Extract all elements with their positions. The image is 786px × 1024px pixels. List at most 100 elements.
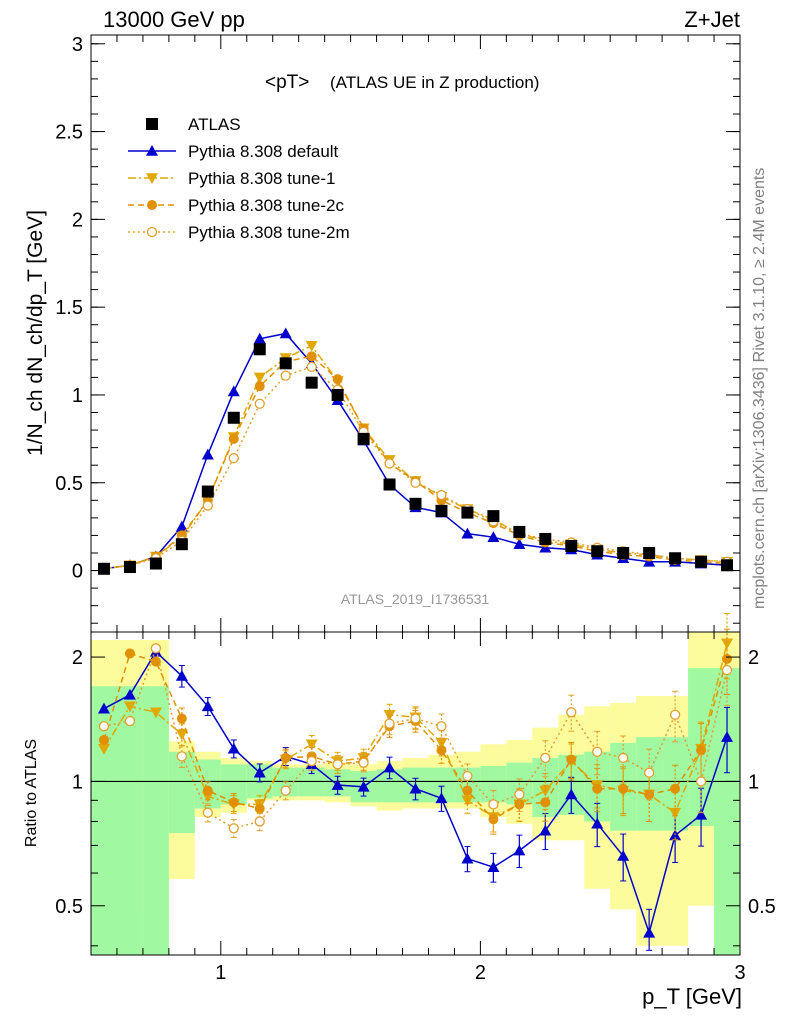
data-point (384, 458, 395, 469)
series-3 (98, 351, 733, 574)
data-point (565, 539, 578, 552)
series-2 (97, 340, 734, 575)
main-y-tick-label: 3 (72, 34, 83, 56)
ratio-y-tick-label: 0.5 (55, 896, 83, 918)
rivet-label: Rivet 3.1.10, ≥ 2.4M events (751, 168, 768, 363)
ratio-point (254, 803, 265, 814)
ratio-point (254, 816, 265, 827)
header-right: Z+Jet (684, 7, 740, 32)
data-point (201, 485, 214, 498)
ratio-point (696, 745, 707, 756)
ratio-ylabel: Ratio to ATLAS (23, 739, 40, 847)
ratio-point (305, 739, 318, 751)
ratio-band-green (116, 686, 143, 955)
ratio-point (124, 648, 135, 659)
ratio-point (358, 757, 369, 768)
ratio-point (487, 861, 500, 872)
ratio-point (98, 734, 109, 745)
ratio-point (618, 783, 629, 794)
data-point (409, 497, 422, 510)
main-ylabel-text: 1/N_ch dN_ch/dp_T [GeV] (24, 210, 47, 456)
ratio-point (124, 715, 136, 727)
data-point (227, 411, 240, 424)
ratio-series-4 (98, 639, 733, 839)
ratio-point (280, 785, 291, 796)
data-point (331, 388, 344, 401)
ratio-series-1 (97, 645, 734, 951)
main-panel: 0 0.5 1 1.5 2 2.5 3 <pT> (ATLAS UE in Z produc… (24, 34, 741, 633)
ratio-point (669, 709, 681, 720)
data-point (305, 340, 318, 352)
data-point (201, 448, 214, 460)
data-point (435, 504, 448, 517)
data-point (357, 432, 370, 445)
data-point (591, 545, 604, 558)
ratio-point (384, 718, 395, 729)
ratio-point (331, 779, 344, 790)
ratio-point (409, 782, 422, 794)
data-point (721, 559, 734, 572)
data-point (253, 343, 266, 356)
ratio-point (721, 731, 734, 742)
x-tick-label: 2 (475, 962, 486, 984)
x-tick-label: 1 (215, 962, 226, 984)
data-point (306, 361, 317, 373)
data-point (539, 532, 552, 545)
ratio-point (436, 745, 447, 756)
ratio-marks (97, 613, 734, 951)
ratio-point (202, 785, 213, 796)
ratio-point (357, 780, 370, 792)
ratio-point (540, 797, 551, 808)
data-point (383, 478, 396, 491)
ratio-y-tick-label-right: 1 (748, 771, 759, 793)
data-point (175, 538, 188, 551)
data-point (175, 520, 188, 532)
data-point (305, 376, 318, 389)
ratio-point (566, 707, 577, 718)
ratio-point (123, 701, 136, 713)
main-y-tick-label: 0 (72, 561, 83, 583)
ratio-point (565, 788, 578, 800)
data-point (461, 506, 474, 519)
ratio-point (566, 754, 577, 765)
main-y-tick-label: 2.5 (55, 122, 83, 144)
ratio-point (435, 792, 448, 804)
main-x-ticks (90, 35, 741, 632)
data-point (227, 385, 240, 397)
legend-marker (146, 118, 158, 130)
ratio-point (383, 761, 396, 773)
ratio-point (175, 669, 188, 681)
data-point (228, 453, 239, 464)
ratio-point (176, 713, 187, 724)
ratio-point (721, 664, 733, 676)
ratio-point (643, 767, 655, 778)
series-line (103, 366, 728, 570)
series-0 (97, 343, 734, 575)
legend-marker (146, 173, 158, 184)
data-point (202, 500, 213, 511)
data-point (436, 489, 447, 501)
ratio-y-tick-label: 2 (72, 647, 83, 669)
series-line (103, 355, 728, 570)
ratio-x-ticks: 1 2 3 (90, 632, 746, 984)
data-point (253, 332, 266, 344)
ratio-point (462, 770, 473, 782)
analysis-id: ATLAS_2019_I1736531 (341, 591, 490, 607)
ratio-point (461, 852, 474, 864)
ratio-y-tick-label: 1 (72, 771, 83, 793)
legend-marker (146, 145, 158, 156)
ratio-point (722, 653, 733, 664)
ratio-point (436, 721, 447, 732)
data-point (487, 510, 500, 523)
ratio-point (150, 643, 162, 654)
legend-label: ATLAS (188, 115, 241, 134)
ratio-point (280, 752, 291, 763)
data-point (695, 555, 708, 568)
legend-label: Pythia 8.308 tune-2m (188, 223, 350, 242)
data-point (149, 557, 162, 570)
ratio-y-tick-label-right: 0.5 (748, 896, 776, 918)
ratio-point (149, 707, 162, 719)
plot-title: <pT> (265, 72, 309, 93)
ratio-point (228, 823, 239, 834)
